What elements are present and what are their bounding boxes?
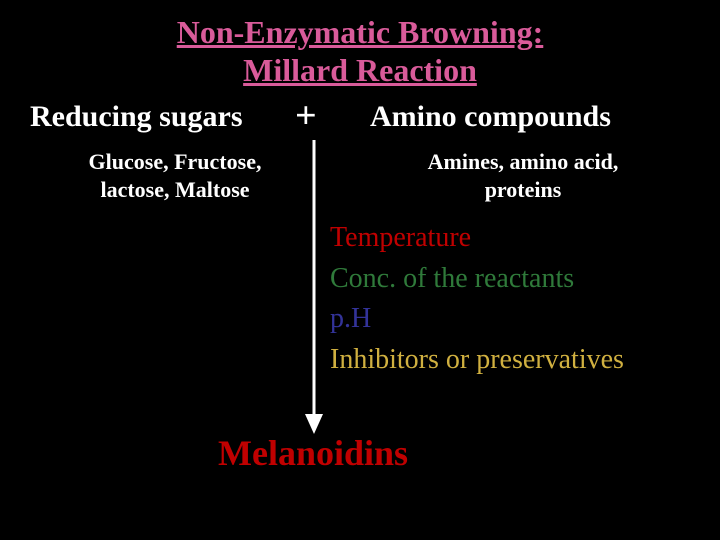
reactant-right-examples-line1: Amines, amino acid, [428,149,619,174]
factor-concentration: Conc. of the reactants [330,259,624,300]
title-line-1: Non-Enzymatic Browning: [177,14,544,50]
reactant-left-examples-line2: lactose, Maltose [100,177,249,202]
down-arrow-icon [303,140,325,441]
product-label: Melanoidins [218,432,408,474]
factor-ph: p.H [330,299,624,340]
factor-inhibitors: Inhibitors or preservatives [330,340,624,381]
reactant-left-examples-line1: Glucose, Fructose, [89,149,262,174]
reactant-left-label: Reducing sugars [30,100,243,134]
factor-temperature: Temperature [330,218,624,259]
plus-symbol: + [295,94,317,138]
slide-title: Non-Enzymatic Browning: Millard Reaction [0,0,720,90]
title-line-2: Millard Reaction [243,52,477,88]
factor-list: Temperature Conc. of the reactants p.H I… [330,218,624,380]
reactant-left-examples: Glucose, Fructose, lactose, Maltose [60,148,290,203]
reactant-right-examples: Amines, amino acid, proteins [398,148,648,203]
reactant-right-examples-line2: proteins [485,177,562,202]
reactant-right-label: Amino compounds [370,100,611,134]
